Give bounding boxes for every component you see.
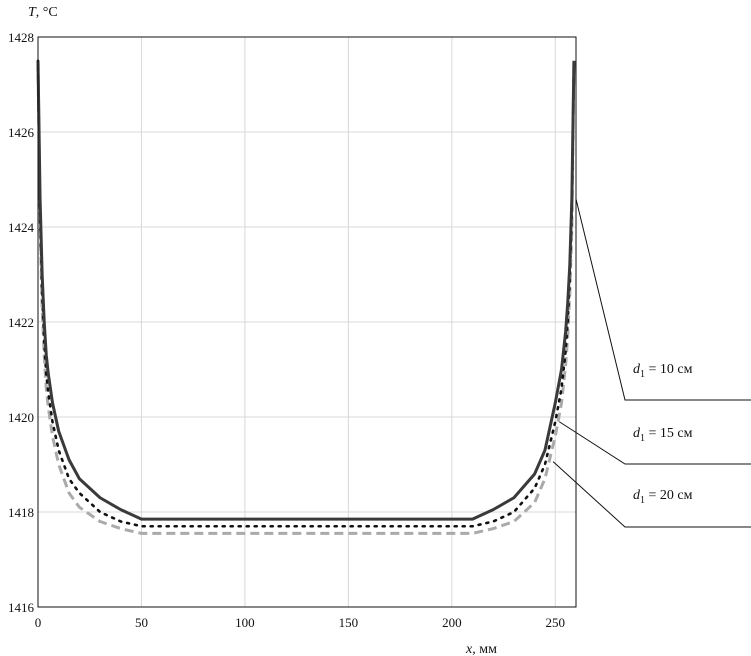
legend-sub: 1 [640, 369, 645, 380]
legend-sub: 1 [640, 433, 645, 444]
legend-label-d1-10: d1 = 10 см [633, 362, 693, 380]
legend-rest: = 15 см [645, 426, 693, 441]
y-tick-label: 1428 [8, 30, 34, 45]
legend-sub: 1 [640, 495, 645, 506]
y-tick-label: 1426 [8, 125, 35, 140]
leader-line-d1-10 [575, 198, 751, 401]
plot-frame [37, 36, 577, 608]
x-tick-label: 50 [135, 615, 148, 630]
y-tick-label: 1424 [8, 220, 35, 235]
series-line-d1-20 [36, 60, 576, 535]
x-axis-var: x [465, 642, 473, 656]
series-line-d1-15 [36, 59, 576, 528]
series-line-d1-10 [36, 60, 576, 521]
x-tick-label: 150 [339, 615, 359, 630]
legend-label-d1-20: d1 = 20 см [633, 488, 693, 506]
y-tick-label: 1422 [8, 315, 34, 330]
legend-rest: = 10 см [645, 362, 693, 377]
leader-lines [552, 198, 751, 528]
y-tick-label: 1420 [8, 410, 34, 425]
legend: d1 = 10 см d1 = 15 см d1 = 20 см [633, 362, 693, 506]
legend-var: d [633, 488, 641, 503]
x-axis-unit: , мм [472, 642, 497, 656]
y-tick-label: 1416 [8, 600, 35, 615]
legend-var: d [633, 426, 641, 441]
y-axis-unit: , °C [36, 5, 58, 20]
x-axis-label: x, мм [465, 642, 497, 656]
y-axis-label: T, °C [28, 5, 58, 20]
x-tick-label: 100 [235, 615, 255, 630]
legend-var: d [633, 362, 641, 377]
x-tick-label: 200 [442, 615, 462, 630]
series-group [36, 59, 576, 535]
x-tick-label: 0 [35, 615, 42, 630]
y-axis-var: T [28, 5, 37, 20]
leader-line-d1-20 [552, 461, 751, 528]
y-tick-label: 1418 [8, 505, 34, 520]
legend-label-d1-15: d1 = 15 см [633, 426, 693, 444]
leader-line-d1-15 [559, 421, 751, 465]
tick-labels: 0 50 100 150 200 250 1416 1418 1420 1422 1424 1426 1… [8, 30, 565, 630]
x-tick-label: 250 [546, 615, 566, 630]
legend-rest: = 20 см [645, 488, 693, 503]
